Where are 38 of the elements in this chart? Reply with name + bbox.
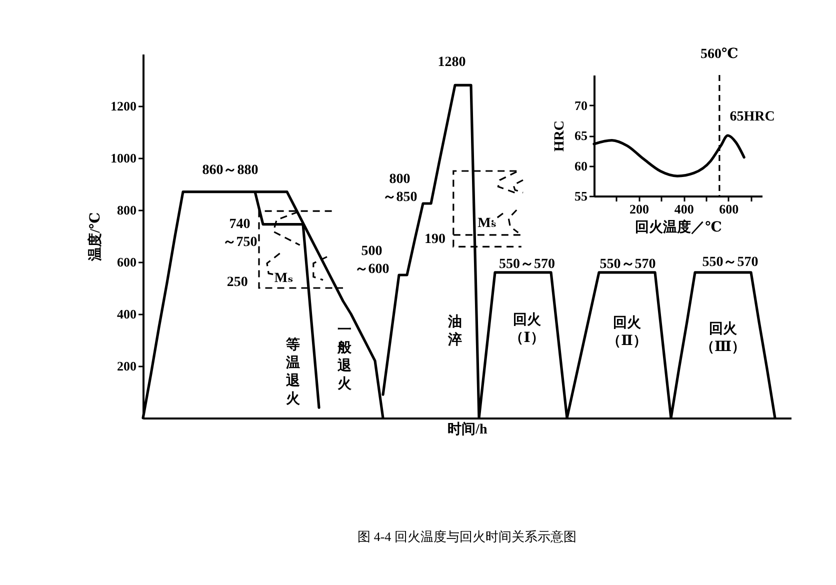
annotation: 65HRC <box>730 110 775 124</box>
annotation: 250 <box>226 275 248 290</box>
y-axis-title: 温度/℃ <box>86 212 104 262</box>
y-tick-label: 800 <box>117 202 136 218</box>
y-tick-label: 400 <box>117 306 136 322</box>
annotation: 1280 <box>438 54 466 70</box>
annotation: 550～570 <box>499 257 555 272</box>
annotation: 550～570 <box>702 255 758 270</box>
annotation: 860～880 <box>202 162 258 178</box>
x-axis-title: 回火温度／℃ <box>635 218 722 236</box>
annotation: 500 ～600 <box>354 244 390 278</box>
annotation: 油淬 <box>447 314 462 348</box>
x-tick-label: 400 <box>674 202 694 216</box>
x-axis-title: 时间/h <box>448 422 488 438</box>
y-tick-label: 1200 <box>110 98 136 114</box>
y-tick-label: 1000 <box>110 150 136 166</box>
x-tick-label: 600 <box>719 202 739 216</box>
annotation: Mₛ <box>478 216 496 231</box>
ref-line-label: 560℃ <box>700 47 739 62</box>
annotation: 800 ～850 <box>382 172 418 206</box>
x-tick-label: 200 <box>630 202 650 216</box>
annotation: 回火（Ⅲ） <box>700 321 746 356</box>
y-axis-title: HRC <box>552 120 568 152</box>
annotation: 190 <box>424 232 446 248</box>
annotation: 回火（Ⅱ） <box>607 315 647 350</box>
text: 图 4-4 回火温度与回火时间关系示意图 <box>358 529 576 544</box>
annotation: 回火（Ⅰ） <box>510 312 544 346</box>
annotation: 一般退火 <box>336 323 353 392</box>
y-tick-label: 55 <box>574 188 588 204</box>
y-tick-label: 600 <box>117 254 136 270</box>
annotation: 740 ～750 <box>222 217 258 250</box>
y-tick-label: 60 <box>574 158 588 174</box>
y-tick-label: 65 <box>574 128 588 143</box>
y-tick-label: 70 <box>574 98 588 113</box>
y-tick-label: 200 <box>117 358 136 374</box>
annotation: Mₛ <box>274 271 294 286</box>
annotation: 等温退火 <box>285 336 301 407</box>
annotation: 550～570 <box>600 257 656 272</box>
